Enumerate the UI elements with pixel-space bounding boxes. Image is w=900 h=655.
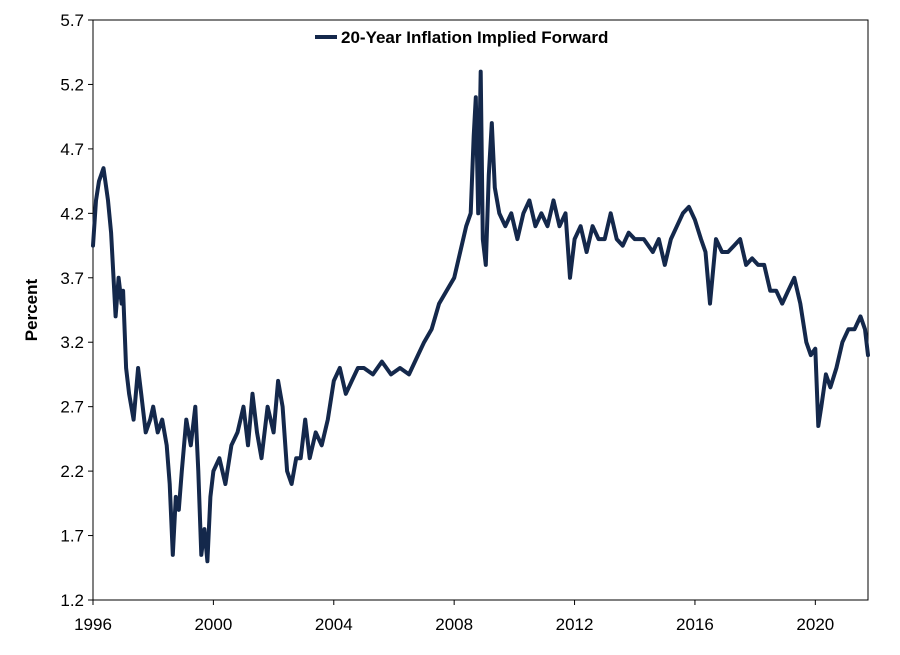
- x-tick-label: 2000: [194, 615, 232, 634]
- y-axis: 1.2 1.7 2.2 2.7 3.2 3.7 4.2 4.7 5.2 5.7: [60, 11, 93, 610]
- y-tick-label: 3.2: [60, 333, 84, 352]
- x-tick-label: 2012: [556, 615, 594, 634]
- x-axis: 1996 2000 2004 2008 2012 2016 2020: [74, 600, 834, 634]
- y-tick-label: 5.2: [60, 75, 84, 94]
- x-tick-label: 2004: [315, 615, 353, 634]
- y-tick-label: 1.7: [60, 527, 84, 546]
- x-tick-label: 2008: [435, 615, 473, 634]
- x-tick-label: 1996: [74, 615, 112, 634]
- series-line: [91, 69, 870, 564]
- x-tick-label: 2016: [676, 615, 714, 634]
- y-tick-label: 2.7: [60, 398, 84, 417]
- x-tick-label: 2020: [796, 615, 834, 634]
- y-tick-label: 1.2: [60, 591, 84, 610]
- y-tick-label: 5.7: [60, 11, 84, 30]
- y-tick-label: 4.7: [60, 140, 84, 159]
- y-tick-label: 3.7: [60, 269, 84, 288]
- y-tick-label: 4.2: [60, 204, 84, 223]
- legend: 20-Year Inflation Implied Forward: [315, 28, 608, 47]
- plot-frame: [92, 19, 869, 601]
- y-tick-label: 2.2: [60, 462, 84, 481]
- legend-label: 20-Year Inflation Implied Forward: [341, 28, 608, 47]
- y-axis-title: Percent: [22, 278, 41, 341]
